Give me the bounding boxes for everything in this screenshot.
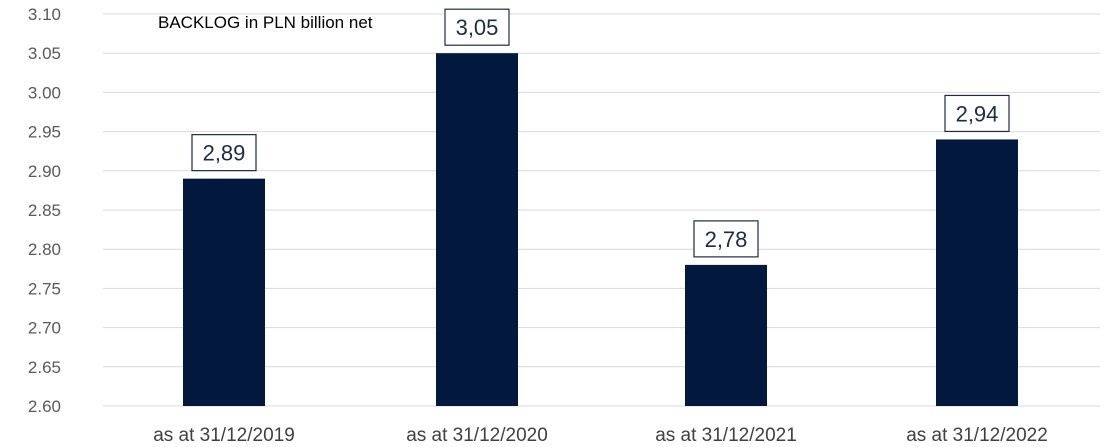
x-axis-category-labels: as at 31/12/2019 as at 31/12/2020 as at 31… [153,425,1048,446]
data-label-box [944,94,1010,133]
y-tick-label: 2.75 [28,279,61,298]
data-label-text: 2,78 [705,227,748,252]
data-label-text: 3,05 [456,15,499,40]
data-label: 2,94 [944,94,1010,133]
bar [183,178,265,406]
data-label: 3,05 [444,8,510,46]
y-tick-label: 2.90 [28,162,61,181]
chart-title: BACKLOG in PLN billion net [158,13,373,32]
x-category-label: as at 31/12/2022 [906,425,1048,446]
y-tick-label: 2.60 [28,397,61,416]
y-tick-label: 3.10 [28,5,61,24]
y-tick-label: 2.65 [28,358,61,377]
data-label-box [693,220,759,258]
data-label-text: 2,89 [203,141,246,166]
y-tick-label: 2.95 [28,123,61,142]
x-category-label: as at 31/12/2020 [406,425,548,446]
x-category-label: as at 31/12/2021 [655,425,797,446]
y-tick-label: 2.80 [28,240,61,259]
data-label: 2,89 [191,134,257,172]
data-label: 2,78 [693,220,759,258]
bar [685,264,767,406]
y-tick-label: 3.05 [28,44,61,63]
gridlines [103,13,1100,407]
data-label-text: 2,94 [956,101,999,126]
x-category-label: as at 31/12/2019 [153,425,295,446]
y-axis-tick-labels: 2.60 2.65 2.70 2.75 2.80 2.85 2.90 2.95 3.00 3.05… [28,5,61,416]
bar [936,139,1018,406]
data-labels: 2,89 3,05 2,78 2,94 [191,8,1010,258]
y-tick-label: 2.70 [28,319,61,338]
y-tick-label: 3.00 [28,83,61,102]
y-tick-label: 2.85 [28,201,61,220]
data-label-box [191,134,257,172]
bar [436,53,518,406]
data-label-box [444,8,510,46]
bars [183,53,1018,406]
